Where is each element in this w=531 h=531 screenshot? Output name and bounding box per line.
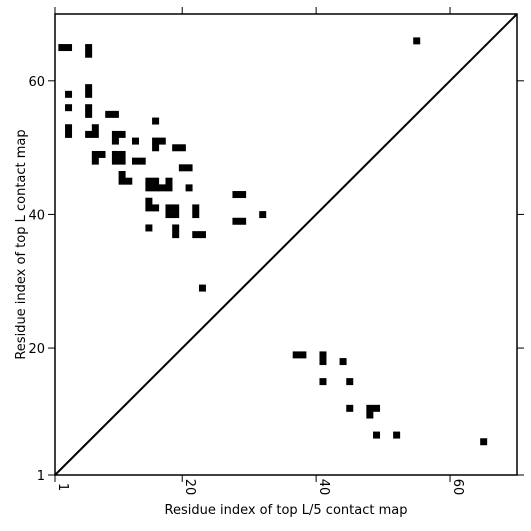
x-tick-label: 20 <box>182 479 197 496</box>
contact-point-lower <box>480 438 488 446</box>
contact-point-upper <box>91 130 99 138</box>
contact-point-upper <box>111 157 119 165</box>
contact-point-upper <box>132 137 139 145</box>
contact-point-upper <box>172 204 180 212</box>
contact-point-lower <box>319 378 327 386</box>
contact-point-lower <box>373 431 381 439</box>
x-tick-label: 60 <box>450 479 465 496</box>
contact-point-upper <box>172 231 180 239</box>
y-tick-label: 1 <box>37 469 45 484</box>
contact-point-upper <box>98 150 106 158</box>
contact-point-upper <box>111 137 119 145</box>
contact-point-upper <box>85 110 93 118</box>
contact-point-upper <box>232 191 240 199</box>
x-axis-label: Residue index of top L/5 contact map <box>165 503 408 518</box>
contact-point-lower <box>292 351 300 359</box>
contact-point-upper <box>192 204 200 212</box>
contact-point-upper <box>145 224 153 232</box>
contact-point-upper <box>192 231 200 239</box>
contact-markers <box>58 37 488 446</box>
diagonal-line <box>54 13 518 476</box>
contact-point-upper <box>239 217 247 225</box>
contact-point-upper <box>118 157 126 165</box>
contact-point-lower <box>319 358 327 366</box>
y-tick-label: 20 <box>28 342 45 357</box>
contact-point-upper <box>118 171 126 178</box>
contact-point-upper <box>259 211 267 219</box>
contact-point-upper <box>118 177 126 185</box>
contact-point-upper <box>192 211 200 219</box>
y-axis-label: Residue index of top L contact map <box>14 129 29 359</box>
contact-point-upper <box>152 117 160 125</box>
contact-point-upper <box>145 177 153 185</box>
contact-point-upper <box>91 150 99 158</box>
contact-point-upper <box>85 90 93 98</box>
contact-point-upper <box>145 197 153 205</box>
x-tick-label: 40 <box>316 479 331 496</box>
contact-point-upper <box>185 164 193 172</box>
contact-point-upper <box>85 84 93 92</box>
contact-point-upper <box>165 211 173 219</box>
contact-point-upper <box>413 37 421 45</box>
contact-point-lower <box>393 431 401 439</box>
contact-point-upper <box>58 44 66 52</box>
contact-point-upper <box>152 177 160 185</box>
contact-point-upper <box>185 184 193 192</box>
contact-point-upper <box>145 204 153 212</box>
y-tick-label: 60 <box>28 75 45 90</box>
contact-point-upper <box>118 130 126 138</box>
contact-point-upper <box>165 177 173 185</box>
contact-point-upper <box>198 284 206 292</box>
contact-point-lower <box>319 351 327 359</box>
contact-point-lower <box>373 404 381 412</box>
contact-point-lower <box>299 351 307 359</box>
x-tick-label: 1 <box>55 483 70 491</box>
contact-point-upper <box>158 137 166 145</box>
contact-point-upper <box>152 137 160 145</box>
contact-point-upper <box>138 157 146 165</box>
contact-point-upper <box>65 90 73 98</box>
contact-point-upper <box>125 177 133 185</box>
contact-point-lower <box>346 378 354 386</box>
contact-point-lower <box>366 404 374 412</box>
contact-point-lower <box>346 404 354 412</box>
contact-point-upper <box>85 130 93 138</box>
contact-point-upper <box>85 104 93 112</box>
y-tick-label: 40 <box>28 208 45 223</box>
contact-point-upper <box>165 204 173 212</box>
contact-point-upper <box>158 184 166 192</box>
contact-point-upper <box>65 124 73 132</box>
contact-point-upper <box>132 157 139 165</box>
contact-point-upper <box>65 104 73 112</box>
contact-point-upper <box>145 184 153 192</box>
contact-point-upper <box>172 224 180 232</box>
contact-point-upper <box>91 124 99 132</box>
contact-point-upper <box>178 144 186 152</box>
contact-point-upper <box>239 191 247 199</box>
contact-point-upper <box>91 157 99 165</box>
contact-point-upper <box>118 150 126 158</box>
contact-point-upper <box>198 231 206 239</box>
contact-point-upper <box>65 44 73 52</box>
contact-point-upper <box>172 144 180 152</box>
contact-point-upper <box>165 184 173 192</box>
axis-ticks: 1 20 40 60 1 20 40 60 <box>28 7 524 495</box>
contact-point-upper <box>178 164 186 172</box>
contact-point-upper <box>85 50 93 58</box>
contact-point-lower <box>366 411 374 419</box>
contact-point-upper <box>152 144 160 152</box>
contact-point-upper <box>152 184 160 192</box>
contact-point-upper <box>85 44 93 52</box>
contact-point-upper <box>111 150 119 158</box>
contact-point-upper <box>111 110 119 118</box>
contact-point-upper <box>105 110 113 118</box>
contact-point-lower <box>339 358 347 366</box>
contact-point-upper <box>152 204 160 212</box>
contact-point-upper <box>65 130 73 138</box>
plot-area <box>54 13 518 476</box>
contact-point-upper <box>172 211 180 219</box>
contact-point-upper <box>111 130 119 138</box>
contact-point-upper <box>232 217 240 225</box>
